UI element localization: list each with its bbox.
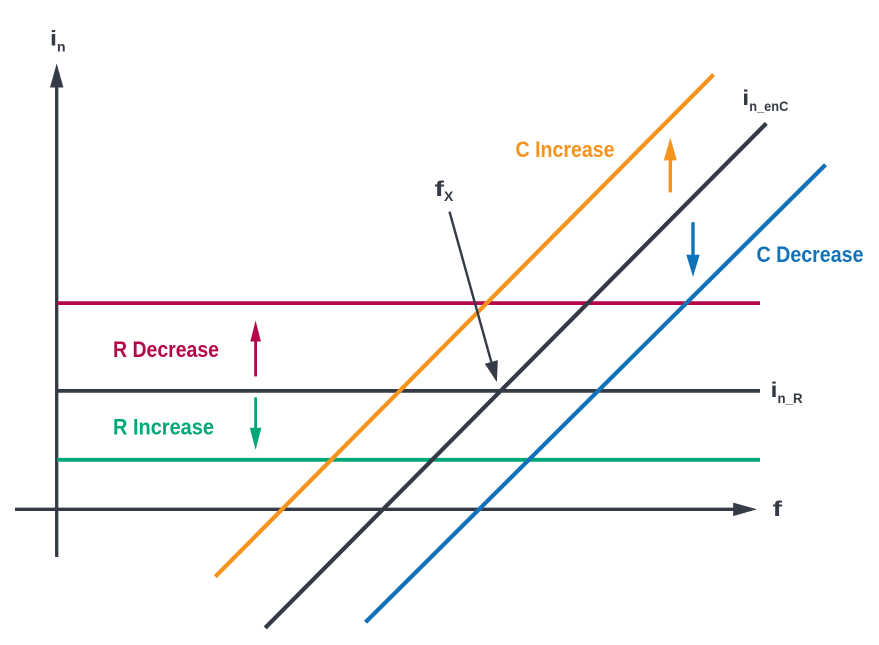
svg-text:C Decrease: C Decrease — [757, 242, 864, 267]
svg-text:in: in — [50, 28, 66, 55]
svg-text:in_enC: in_enC — [742, 87, 788, 114]
svg-text:fX: fX — [435, 178, 455, 204]
svg-text:in_R: in_R — [771, 379, 803, 406]
svg-text:R Decrease: R Decrease — [113, 337, 219, 362]
svg-text:R Increase: R Increase — [113, 415, 214, 440]
svg-text:f: f — [773, 498, 784, 521]
svg-text:C Increase: C Increase — [516, 137, 615, 162]
